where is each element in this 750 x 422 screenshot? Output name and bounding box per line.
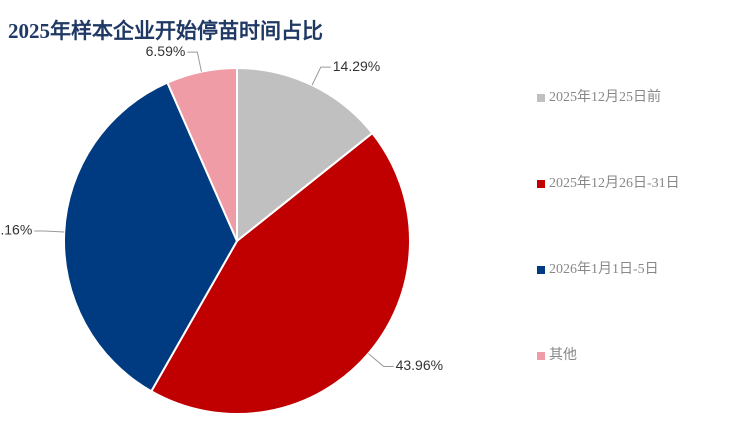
legend-swatch [537,180,545,188]
legend-swatch [537,352,545,360]
legend-label: 其他 [549,347,577,363]
legend-label: 2026年1月1日-5日 [549,261,659,277]
chart-title: 2025年样本企业开始停苗时间占比 [8,19,323,43]
legend-swatch [537,266,545,274]
leader-line [311,66,331,86]
pie-slice [166,66,238,242]
pie-slice [63,81,239,393]
legend-label: 2025年12月25日前 [549,88,661,105]
pie-slice [149,131,411,415]
data-label: 14.29% [333,58,380,74]
data-label: 35.16% [0,222,32,238]
data-label: 43.96% [396,357,443,373]
legend-label: 2025年12月26日-31日 [549,175,680,191]
legend-swatch [537,94,545,102]
data-label: 6.59% [146,43,186,59]
leader-line [368,353,394,368]
leader-line [34,230,65,233]
pie-slice [236,66,374,244]
leader-line [187,51,202,72]
